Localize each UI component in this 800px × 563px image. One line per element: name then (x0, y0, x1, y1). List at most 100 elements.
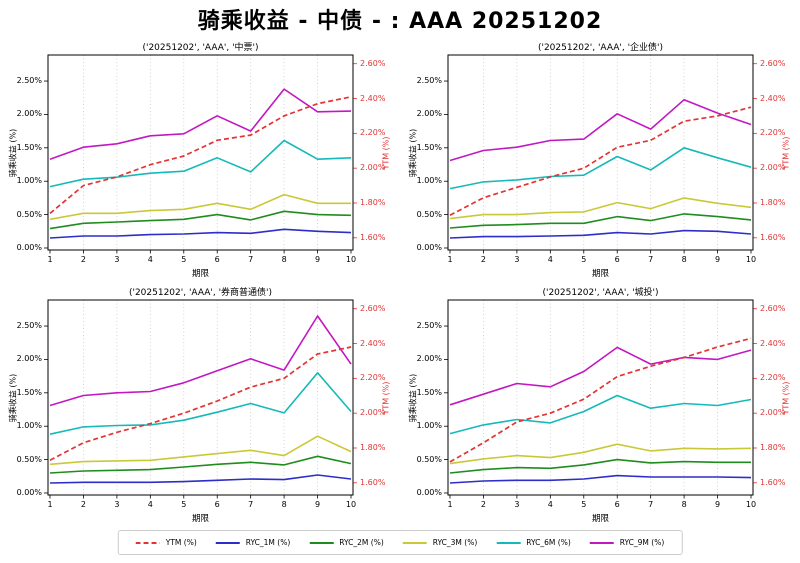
right-axis-tick: 1.60% (760, 477, 786, 487)
chart-panel-3: ('20251202', 'AAA', '券商普通债') 0.00% 0.50% 1.… (9, 288, 391, 524)
x-axis-tick: 3 (514, 500, 520, 509)
plot-area (444, 299, 757, 499)
legend-label: RYC_6M (%) (526, 538, 571, 547)
legend-label: RYC_2M (%) (339, 538, 384, 547)
left-axis-tick: 2.00% (16, 354, 42, 364)
x-axis-tick: 8 (681, 255, 687, 264)
x-axis-tick: 2 (80, 255, 86, 264)
left-axis-label: 骑乘收益 (%) (408, 128, 418, 177)
right-axis-tick: 2.00% (360, 408, 386, 418)
x-axis-tick: 7 (248, 500, 254, 509)
subplot-title: ('20251202', 'AAA', '企业债') (537, 43, 664, 53)
legend-line-sample (589, 541, 614, 544)
right-axis-tick: 2.00% (360, 163, 386, 173)
right-axis-tick: 1.80% (760, 197, 786, 207)
x-axis-tick: 4 (547, 500, 553, 509)
right-axis-tick: 2.60% (360, 303, 386, 313)
x-axis-tick: 3 (114, 255, 120, 264)
legend-label: RYC_1M (%) (245, 538, 291, 547)
x-axis-tick: 9 (715, 255, 721, 264)
x-axis-tick: 1 (447, 255, 453, 264)
right-axis-tick: 2.40% (760, 93, 786, 103)
series-ryc_6m (449, 394, 752, 435)
left-axis-tick: 2.50% (16, 76, 42, 86)
x-axis-tick: 6 (614, 500, 620, 509)
right-axis-tick: 2.00% (760, 163, 786, 173)
subplot-title: ('20251202', 'AAA', '城投') (542, 288, 659, 298)
left-axis-tick: 2.00% (16, 109, 42, 119)
left-axis-tick: 0.00% (416, 242, 442, 252)
left-axis-tick: 0.50% (16, 209, 42, 219)
series-ryc_2m (449, 458, 751, 474)
x-axis-tick: 5 (581, 500, 587, 509)
x-axis-tick: 7 (248, 255, 254, 264)
x-axis-tick: 8 (281, 255, 287, 264)
chart-panel-2: ('20251202', 'AAA', '企业债') 0.00% 0.50% 1.00… (409, 43, 791, 279)
legend-dashed-line-sample (135, 541, 160, 544)
left-axis-tick: 0.50% (416, 209, 442, 219)
x-axis-tick: 9 (315, 255, 321, 264)
x-axis-tick: 7 (648, 255, 654, 264)
x-axis-tick: 8 (281, 500, 287, 509)
legend-item-ryc_1m: RYC_1M (%) (215, 538, 291, 547)
x-axis-tick: 5 (581, 255, 587, 264)
chart-panel-1: ('20251202', 'AAA', '中票') 0.00% 0.50% 1.00%… (9, 43, 391, 279)
legend-line-sample (309, 541, 334, 544)
left-axis-tick: 1.00% (16, 421, 42, 431)
right-axis-tick: 2.20% (760, 128, 786, 138)
x-axis-label: 期限 (191, 514, 209, 524)
series-ryc_6m (449, 147, 752, 190)
left-axis-tick: 2.00% (416, 354, 442, 364)
plot-area (44, 299, 357, 499)
legend-line-sample (402, 541, 427, 544)
right-axis-tick: 2.20% (360, 128, 386, 138)
x-axis-tick: 10 (745, 500, 757, 509)
x-axis-tick: 6 (214, 500, 220, 509)
series-ryc_3m (49, 435, 352, 466)
x-axis-tick: 6 (214, 255, 220, 264)
series-ryc_6m (49, 372, 352, 435)
x-axis-tick: 9 (715, 500, 721, 509)
legend-item-ryc_2m: RYC_2M (%) (309, 538, 384, 547)
left-axis-tick: 1.00% (416, 176, 442, 186)
left-axis-tick: 2.00% (416, 109, 442, 119)
left-axis-tick: 0.50% (416, 454, 442, 464)
legend-item-ryc_3m: RYC_3M (%) (402, 538, 477, 547)
plot-area (444, 54, 757, 254)
x-axis-tick: 5 (181, 500, 187, 509)
series-ryc_3m (449, 443, 752, 465)
series-ytm (49, 346, 352, 461)
x-axis-tick: 4 (147, 500, 153, 509)
series-ryc_1m (449, 474, 752, 484)
right-axis-tick: 1.80% (760, 442, 786, 452)
series-ryc_1m (449, 229, 752, 239)
series-ytm (449, 337, 752, 463)
x-axis-label: 期限 (591, 269, 609, 279)
plot-area (44, 54, 357, 254)
x-axis-tick: 3 (514, 255, 520, 264)
right-axis-tick: 2.60% (760, 303, 786, 313)
x-axis-tick: 8 (681, 500, 687, 509)
right-axis-tick: 1.80% (360, 442, 386, 452)
series-ytm (49, 95, 352, 215)
series-ryc_9m (49, 88, 352, 160)
right-axis-tick: 1.60% (360, 232, 386, 242)
subplot-title: ('20251202', 'AAA', '中票') (142, 43, 259, 53)
left-axis-tick: 1.50% (416, 387, 442, 397)
left-axis-tick: 1.50% (416, 142, 442, 152)
legend-label: RYC_9M (%) (619, 538, 665, 547)
legend-label: YTM (%) (165, 538, 197, 547)
left-axis-tick: 0.00% (16, 487, 42, 497)
x-axis-tick: 9 (315, 500, 321, 509)
left-axis-tick: 0.00% (16, 242, 42, 252)
left-axis-tick: 2.50% (16, 321, 42, 331)
left-axis-tick: 1.00% (416, 421, 442, 431)
series-ryc_9m (449, 346, 752, 406)
x-axis-tick: 4 (547, 255, 553, 264)
x-axis-tick: 1 (47, 255, 53, 264)
x-axis-tick: 1 (47, 500, 53, 509)
subplot-title: ('20251202', 'AAA', '券商普通债') (128, 288, 273, 298)
x-axis-label: 期限 (191, 269, 209, 279)
x-axis-tick: 1 (447, 500, 453, 509)
